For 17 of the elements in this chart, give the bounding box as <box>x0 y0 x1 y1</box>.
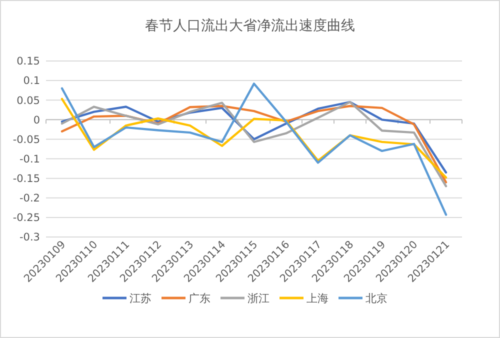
y-tick-label: -0.05 <box>12 134 40 146</box>
y-tick-label: 0.1 <box>23 75 40 88</box>
y-tick-label: -0.1 <box>20 153 40 166</box>
chart-title: 春节人口流出大省净流出速度曲线 <box>145 18 355 34</box>
y-tick-label: 0.15 <box>16 56 40 68</box>
legend-label: 广东 <box>188 292 210 305</box>
y-tick-label: -0.2 <box>20 192 40 205</box>
line-series <box>60 82 448 216</box>
y-tick-label: -0.15 <box>12 173 40 186</box>
y-tick-label: -0.25 <box>12 212 40 224</box>
legend-label: 上海 <box>306 292 328 305</box>
y-tick-label: 0 <box>33 114 40 126</box>
y-tick-label: -0.3 <box>20 232 40 244</box>
legend-label: 浙江 <box>248 292 270 305</box>
legend-label: 北京 <box>366 292 388 305</box>
y-tick-label: 0.05 <box>16 94 40 107</box>
legend-label: 江苏 <box>130 292 152 305</box>
